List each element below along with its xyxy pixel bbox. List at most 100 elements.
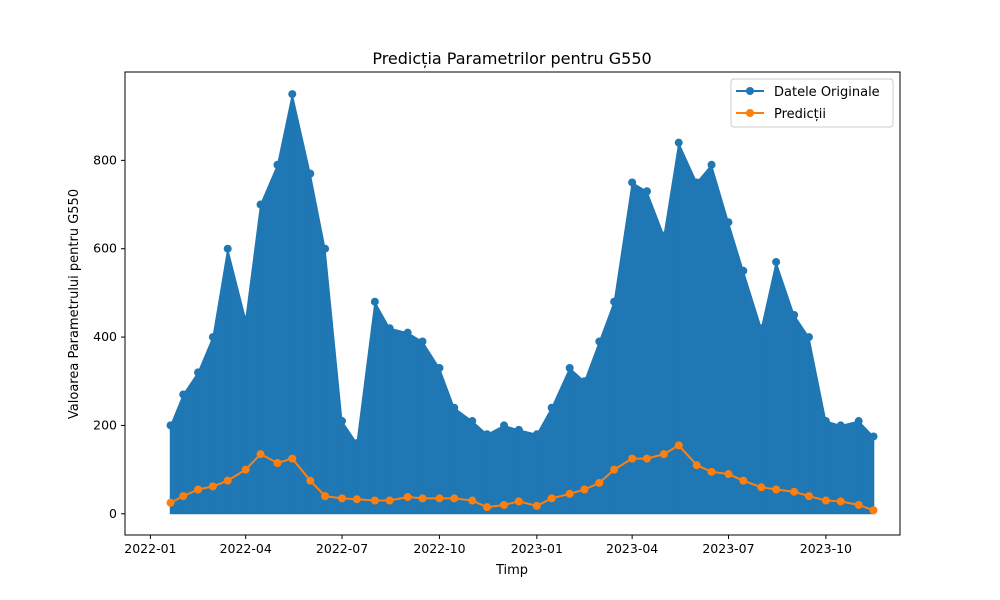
series-predictions-point — [659, 450, 668, 459]
series-predictions-point — [642, 454, 651, 463]
series-predictions-point — [385, 496, 394, 505]
series-original-point — [483, 430, 492, 439]
series-original-point — [804, 333, 813, 342]
series-predictions-point — [595, 478, 604, 487]
series-predictions-point — [772, 485, 781, 494]
y-axis: 0 200 400 600 800 — [93, 152, 125, 521]
series-layer — [166, 90, 878, 515]
series-predictions-point — [707, 467, 716, 476]
legend: Datele Originale Predicții — [730, 78, 894, 128]
series-predictions-point — [692, 461, 701, 470]
series-original-point — [370, 297, 379, 306]
series-original-point — [352, 439, 361, 448]
series-original-point — [241, 315, 250, 324]
series-original-point — [739, 266, 748, 275]
series-original-point — [223, 244, 232, 253]
series-original-point — [854, 417, 863, 426]
series-predictions-point — [435, 494, 444, 503]
series-original-point — [821, 417, 830, 426]
series-original-envelope — [170, 93, 875, 515]
series-original-point — [532, 430, 541, 439]
plot-frame — [124, 71, 901, 536]
series-original-point — [772, 257, 781, 266]
series-predictions-point — [223, 476, 232, 485]
legend-label: Datele Originale — [774, 85, 880, 100]
series-predictions-point — [418, 494, 427, 503]
series-predictions-point — [338, 494, 347, 503]
series-predictions-point — [370, 496, 379, 505]
series-original-point — [288, 90, 297, 99]
series-predictions-point — [321, 492, 330, 501]
series-original-point — [869, 432, 878, 441]
series-original-point — [468, 417, 477, 426]
series-original-point — [273, 160, 282, 169]
series-original-point — [194, 368, 203, 377]
series-predictions-point — [565, 489, 574, 498]
series-original-point — [565, 364, 574, 373]
series-predictions-point — [166, 498, 175, 507]
x-tick-label: 2023-07 — [702, 541, 754, 556]
series-predictions-point — [194, 485, 203, 494]
y-tick-label: 800 — [93, 152, 117, 167]
series-predictions-point — [821, 496, 830, 505]
series-predictions-point — [724, 470, 733, 479]
series-predictions-point — [804, 492, 813, 501]
series-original-point — [166, 421, 175, 430]
series-original-point — [595, 337, 604, 346]
series-original-point — [403, 328, 412, 337]
series-predictions-point — [241, 465, 250, 474]
series-original-point — [724, 218, 733, 227]
legend-frame — [730, 78, 894, 128]
series-original-point — [692, 178, 701, 187]
series-predictions-point — [854, 500, 863, 509]
series-original-point — [418, 337, 427, 346]
series-predictions-point — [674, 441, 683, 450]
series-predictions-point — [532, 501, 541, 510]
series-predictions-point — [547, 494, 556, 503]
legend-swatch-marker — [746, 87, 754, 95]
series-original-point — [514, 425, 523, 434]
series-predictions-point — [352, 495, 361, 504]
series-original-point — [208, 333, 217, 342]
series-original-point — [642, 187, 651, 196]
series-original-point — [707, 160, 716, 169]
legend-label: Predicții — [774, 107, 826, 122]
series-predictions-point — [468, 496, 477, 505]
x-tick-label: 2023-04 — [606, 541, 658, 556]
series-original — [166, 90, 878, 515]
series-original-point — [674, 138, 683, 147]
series-predictions-point — [288, 454, 297, 463]
y-tick-label: 200 — [93, 417, 117, 432]
series-predictions-point — [580, 485, 589, 494]
x-tick-label: 2022-07 — [316, 541, 368, 556]
series-predictions — [166, 441, 878, 515]
y-tick-label: 400 — [93, 329, 117, 344]
series-predictions-point — [179, 492, 188, 501]
plot-area: 2022-01 2022-04 2022-07 2022-10 2023-01 2023-… — [93, 71, 901, 556]
y-tick-label: 0 — [109, 506, 117, 521]
series-original-point — [321, 244, 330, 253]
series-original-point — [179, 390, 188, 399]
x-tick-label: 2023-10 — [800, 541, 852, 556]
series-original-point — [435, 364, 444, 373]
series-predictions-point — [500, 500, 509, 509]
series-original-point — [757, 324, 766, 333]
series-original-point — [790, 310, 799, 319]
series-predictions-point — [273, 458, 282, 467]
x-tick-label: 2022-01 — [124, 541, 176, 556]
series-original-point — [256, 200, 265, 209]
series-predictions-point — [610, 465, 619, 474]
series-predictions-point — [739, 476, 748, 485]
y-tick-label: 600 — [93, 241, 117, 256]
series-predictions-point — [790, 487, 799, 496]
x-tick-label: 2023-01 — [511, 541, 563, 556]
series-original-point — [450, 403, 459, 412]
series-original-point — [500, 421, 509, 430]
series-original-point — [610, 297, 619, 306]
series-predictions-point — [306, 476, 315, 485]
x-axis: 2022-01 2022-04 2022-07 2022-10 2023-01 2023-… — [124, 535, 852, 556]
y-axis-label: Valoarea Parametrului pentru G550 — [67, 189, 82, 419]
x-axis-label: Timp — [495, 563, 528, 578]
series-original-point — [547, 403, 556, 412]
